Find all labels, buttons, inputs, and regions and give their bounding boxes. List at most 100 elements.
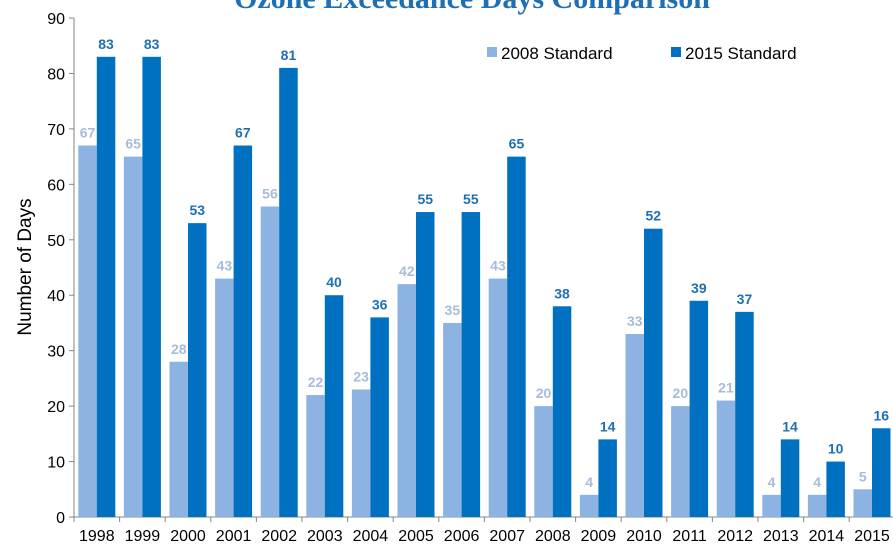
x-tick-label: 1999 xyxy=(125,528,161,544)
bar-std2015-2000 xyxy=(188,223,207,517)
data-label: 65 xyxy=(125,136,141,152)
data-label: 20 xyxy=(536,385,552,401)
x-tick-label: 2009 xyxy=(581,528,617,544)
bar-std2015-2010 xyxy=(644,228,663,517)
bar-std2008-2005 xyxy=(397,284,416,517)
data-label: 21 xyxy=(718,380,734,396)
data-label: 55 xyxy=(463,191,479,207)
bar-std2015-2006 xyxy=(461,212,481,518)
data-label: 42 xyxy=(399,263,415,279)
data-label: 10 xyxy=(828,441,844,457)
data-label: 4 xyxy=(813,474,821,490)
y-axis-label: Number of Days xyxy=(15,198,36,335)
bar-std2008-2008 xyxy=(534,406,553,517)
legend-swatch xyxy=(671,47,681,57)
data-label: 43 xyxy=(217,258,233,274)
bar-std2008-2015 xyxy=(853,489,872,517)
bar-std2015-2012 xyxy=(735,311,754,517)
bar-std2008-2004 xyxy=(351,389,371,517)
bar-std2008-2002 xyxy=(260,206,280,517)
x-tick-label: 2010 xyxy=(626,528,662,544)
data-label: 67 xyxy=(80,125,96,141)
data-label: 5 xyxy=(859,468,867,484)
x-tick-label: 2008 xyxy=(535,528,571,544)
bar-std2008-2000 xyxy=(169,361,188,517)
bar-std2015-2001 xyxy=(233,145,253,517)
y-tick-label: 80 xyxy=(47,66,65,83)
x-tick-label: 2002 xyxy=(261,528,297,544)
bar-std2008-2012 xyxy=(716,400,736,517)
bar-std2015-2002 xyxy=(279,67,298,518)
x-tick-label: 2011 xyxy=(672,528,707,544)
data-label: 52 xyxy=(645,208,661,224)
bar-std2015-2005 xyxy=(416,212,435,518)
data-label: 83 xyxy=(144,36,160,52)
bar-std2008-2007 xyxy=(488,278,508,517)
bar-std2015-2011 xyxy=(689,300,709,517)
y-tick-label: 20 xyxy=(47,399,65,416)
data-label: 43 xyxy=(490,258,506,274)
data-label: 33 xyxy=(627,313,643,329)
data-label: 83 xyxy=(98,36,114,52)
legend-swatch xyxy=(487,47,497,57)
x-tick-label: 2015 xyxy=(854,528,890,544)
bar-std2008-2011 xyxy=(671,406,690,517)
data-label: 53 xyxy=(189,202,205,218)
legend-label: 2008 Standard xyxy=(501,44,613,63)
x-axis: 1998 1999 2000 2001 2002 2003 2004 2005 2006 2007… xyxy=(73,516,893,544)
data-label: 16 xyxy=(873,407,889,423)
bar-std2008-2010 xyxy=(625,334,644,517)
data-label: 35 xyxy=(445,302,461,318)
x-tick-label: 1998 xyxy=(79,528,115,544)
y-tick-label: 10 xyxy=(47,455,65,472)
legend: 2008 Standard 2015 Standard xyxy=(487,44,797,63)
data-label: 22 xyxy=(308,374,324,390)
bar-std2015-2008 xyxy=(552,306,572,517)
y-tick-label: 0 xyxy=(56,510,65,527)
bar-std2008-2009 xyxy=(579,494,599,517)
bar-std2008-2001 xyxy=(215,278,234,517)
data-label: 40 xyxy=(326,274,342,290)
data-label: 81 xyxy=(281,47,297,63)
bar-std2008-2014 xyxy=(807,494,827,517)
bar-std2015-2003 xyxy=(324,295,344,517)
data-label: 65 xyxy=(509,136,525,152)
x-tick-label: 2014 xyxy=(809,528,845,544)
bar-std2015-1998 xyxy=(96,56,116,518)
data-label: 36 xyxy=(372,296,388,312)
chart-title: Ozone Exceedance Days Comparison xyxy=(234,0,710,15)
x-tick-label: 2013 xyxy=(763,528,799,544)
bar-std2008-1999 xyxy=(123,156,143,517)
bar-std2015-2009 xyxy=(598,439,617,517)
data-label: 38 xyxy=(554,285,570,301)
data-label: 67 xyxy=(235,125,251,141)
data-labels-group: 67 65 28 43 56 22 23 42 35 43 20 4 33 20 21 4 4 5 83 83 53 67… xyxy=(80,36,889,490)
bar-std2015-2004 xyxy=(370,317,389,517)
y-tick-label: 90 xyxy=(47,11,65,28)
data-label: 37 xyxy=(737,291,753,307)
bar-std2015-1999 xyxy=(142,56,161,518)
bar-std2008-1998 xyxy=(78,145,97,517)
data-label: 23 xyxy=(353,368,369,384)
data-label: 14 xyxy=(782,418,798,434)
x-tick-label: 2001 xyxy=(216,528,252,544)
data-label: 14 xyxy=(600,418,616,434)
bar-std2008-2013 xyxy=(762,494,781,517)
x-tick-label: 2003 xyxy=(307,528,343,544)
data-label: 56 xyxy=(262,186,278,202)
data-label: 4 xyxy=(768,474,776,490)
data-label: 20 xyxy=(673,385,689,401)
bar-std2008-2003 xyxy=(306,395,325,517)
x-tick-label: 2000 xyxy=(170,528,206,544)
bar-std2015-2013 xyxy=(780,439,800,517)
y-tick-label: 70 xyxy=(47,122,65,139)
x-tick-label: 2005 xyxy=(398,528,434,544)
legend-label: 2015 Standard xyxy=(685,44,797,63)
y-tick-label: 60 xyxy=(47,177,65,194)
y-axis: 0 10 20 30 40 50 60 70 80 90 xyxy=(47,11,75,527)
bar-series-group xyxy=(78,56,891,518)
y-tick-label: 50 xyxy=(47,233,65,250)
y-tick-label: 30 xyxy=(47,344,65,361)
bar-std2015-2014 xyxy=(826,461,845,517)
